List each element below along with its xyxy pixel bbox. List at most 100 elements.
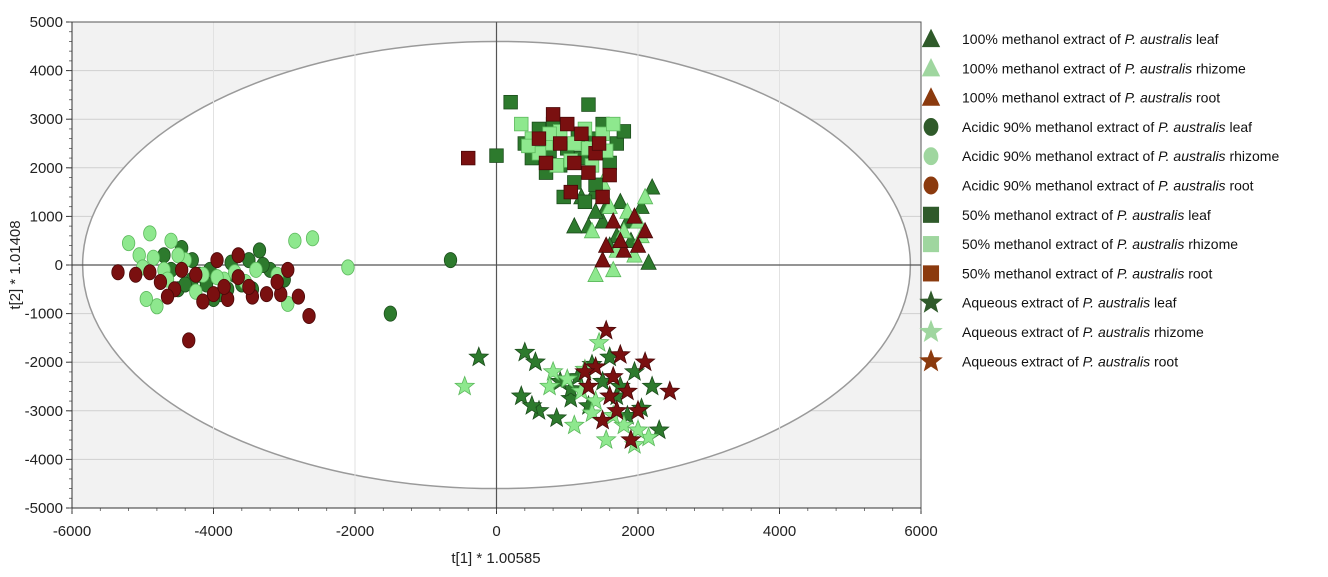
- legend-label: Aqueous extract of P. australis root: [962, 353, 1178, 369]
- legend-item: Aqueous extract of P. australis leaf: [919, 290, 1177, 313]
- data-point-star: [659, 380, 681, 401]
- data-point-circle: [182, 332, 196, 349]
- legend-item: Acidic 90% methanol extract of P. austra…: [923, 117, 1252, 136]
- x-tick-label: -6000: [53, 523, 91, 540]
- data-point-star: [563, 414, 585, 435]
- y-tick-label: 3000: [30, 111, 63, 128]
- data-point-circle: [231, 247, 245, 264]
- x-tick-label: 6000: [904, 523, 937, 540]
- data-point-circle: [146, 249, 161, 266]
- data-point-circle: [443, 252, 458, 269]
- data-point-star: [581, 402, 603, 423]
- data-point-triangle: [594, 250, 611, 268]
- legend-marker-triangle: [921, 87, 941, 106]
- legend-marker-square: [922, 236, 940, 253]
- data-point-star: [648, 419, 670, 440]
- data-point-square: [563, 184, 578, 200]
- data-point-square: [514, 116, 529, 132]
- data-point-circle: [139, 291, 153, 308]
- legend-item: 100% methanol extract of P. australis rh…: [921, 58, 1246, 77]
- x-tick-label: 2000: [621, 523, 654, 540]
- x-tick-label: -4000: [194, 523, 232, 540]
- data-point-square: [581, 97, 596, 112]
- legend-marker-triangle: [921, 58, 941, 77]
- data-point-star: [584, 389, 607, 411]
- legend-marker-star: [919, 319, 943, 343]
- legend-marker-circle: [923, 117, 939, 136]
- data-point-circle: [217, 278, 231, 295]
- data-point-square: [577, 194, 593, 210]
- data-point-square: [602, 155, 617, 171]
- data-point-star: [627, 399, 649, 420]
- x-tick-label: 4000: [763, 523, 796, 540]
- data-point-triangle: [615, 241, 633, 258]
- data-point-square: [552, 136, 568, 151]
- y-tick-label: -1000: [25, 306, 63, 323]
- legend-item: Aqueous extract of P. australis root: [919, 348, 1178, 372]
- data-point-triangle: [633, 197, 650, 214]
- data-point-square: [588, 177, 603, 193]
- data-point-star: [514, 341, 536, 362]
- data-point-star: [454, 375, 476, 396]
- series-group: [111, 247, 316, 349]
- data-point-square: [606, 116, 621, 132]
- data-point-square: [574, 126, 589, 141]
- data-point-triangle: [643, 177, 661, 195]
- legend-item: 100% methanol extract of P. australis ro…: [921, 87, 1220, 106]
- data-point-triangle: [597, 236, 615, 253]
- legend-marker-star: [919, 290, 943, 313]
- data-point-circle: [189, 266, 203, 283]
- data-point-circle: [150, 298, 164, 315]
- data-point-star: [620, 428, 642, 450]
- data-point-triangle: [636, 187, 654, 205]
- data-point-triangle: [583, 221, 601, 239]
- data-point-square: [567, 155, 582, 171]
- data-point-circle: [143, 264, 157, 281]
- data-point-circle: [288, 232, 302, 249]
- data-point-square: [538, 155, 554, 171]
- y-tick-label: -4000: [25, 451, 63, 468]
- legend-label: 50% methanol extract of P. australis rhi…: [962, 236, 1238, 252]
- data-point-square: [545, 107, 561, 122]
- data-point-triangle: [626, 207, 643, 224]
- x-tick-label: -2000: [336, 523, 374, 540]
- legend-marker-star: [919, 348, 943, 372]
- data-point-circle: [302, 308, 316, 325]
- data-point-circle: [270, 274, 284, 291]
- data-point-triangle: [594, 212, 611, 229]
- data-point-star: [627, 419, 649, 440]
- y-tick-label: -5000: [25, 500, 63, 517]
- data-point-triangle: [629, 236, 647, 253]
- data-point-circle: [210, 252, 224, 269]
- data-point-circle: [383, 305, 398, 322]
- data-point-square: [581, 165, 596, 180]
- data-point-circle: [121, 235, 136, 252]
- data-point-square: [602, 167, 617, 183]
- series-group: [594, 207, 654, 268]
- data-point-triangle: [587, 202, 604, 219]
- legend-label: Acidic 90% methanol extract of P. austra…: [962, 119, 1252, 135]
- legend-item: Aqueous extract of P. australis rhizome: [919, 319, 1204, 343]
- data-point-triangle: [636, 221, 654, 239]
- legend-label: Acidic 90% methanol extract of P. austra…: [962, 178, 1254, 194]
- data-point-star: [574, 360, 596, 381]
- y-tick-label: 5000: [30, 14, 63, 31]
- legend-label: 100% methanol extract of P. australis rh…: [962, 60, 1246, 76]
- legend-marker-triangle: [921, 28, 941, 48]
- data-point-star: [616, 380, 638, 401]
- data-point-square: [595, 189, 610, 205]
- data-point-square: [616, 124, 632, 139]
- data-point-circle: [281, 261, 295, 278]
- data-point-circle: [291, 288, 306, 305]
- y-tick-label: -3000: [25, 403, 63, 420]
- series-group: [574, 319, 681, 450]
- y-tick-label: 4000: [30, 63, 63, 80]
- data-point-triangle: [587, 265, 604, 282]
- data-point-circle: [171, 247, 185, 264]
- data-point-star: [595, 319, 617, 340]
- legend-label: 50% methanol extract of P. australis roo…: [962, 265, 1212, 281]
- data-point-star: [599, 385, 621, 406]
- y-tick-label: 0: [55, 257, 63, 274]
